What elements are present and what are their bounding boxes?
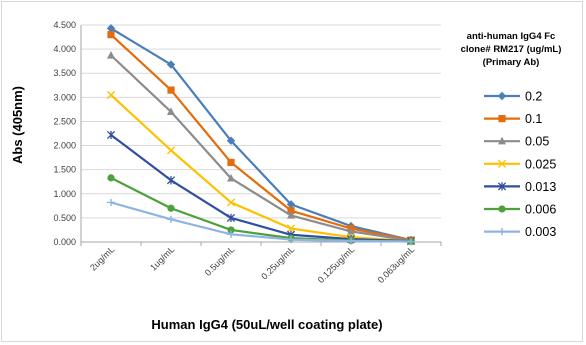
x-tick-label: 0.063ug/mL	[376, 244, 417, 285]
data-point	[346, 237, 356, 245]
legend-item: 0.2	[484, 90, 542, 104]
legend-label: 0.05	[525, 135, 549, 149]
legend-item: 0.006	[484, 203, 556, 217]
legend-item: 0.025	[484, 157, 556, 171]
series-0.013	[106, 130, 416, 246]
y-tick-label: 1.000	[53, 189, 76, 199]
series-line	[110, 33, 412, 242]
data-point	[106, 24, 116, 33]
y-tick-label: 2.000	[53, 141, 76, 151]
data-point	[166, 146, 176, 155]
data-point	[167, 204, 175, 212]
legend: anti-human IgG4 Fc clone# RM217 (ug/mL) …	[461, 31, 562, 239]
legend-label: 0.025	[525, 157, 556, 171]
y-axis-title: Abs (405nm)	[10, 86, 25, 164]
data-point	[287, 211, 295, 219]
data-point	[166, 176, 176, 185]
data-point	[107, 50, 115, 59]
data-point	[227, 173, 235, 182]
y-tick-label: 3.500	[53, 68, 76, 78]
legend-marker	[497, 159, 507, 168]
legend-item: 0.1	[484, 112, 542, 126]
data-point	[106, 198, 116, 207]
y-tick-label: 0.000	[53, 237, 76, 247]
legend-label: 0.2	[525, 90, 542, 104]
data-point	[287, 207, 295, 215]
data-point	[347, 226, 355, 235]
data-point	[106, 90, 116, 100]
x-tick-label: 1ug/mL	[148, 244, 176, 272]
legend-title-line-1: anti-human IgG4 Fc	[467, 31, 556, 42]
legend-label: 0.006	[525, 203, 556, 217]
y-tick-label: 4.000	[53, 44, 76, 54]
legend-marker	[498, 205, 506, 213]
y-tick-labels: 0.000 0.500 1.000 1.500 2.000 2.500 3.000 3.500…	[53, 20, 76, 247]
x-tick-label: 0.25ug/mL	[259, 244, 296, 281]
data-point	[107, 31, 115, 39]
legend-marker	[498, 136, 506, 145]
legend-marker	[497, 182, 507, 191]
x-tick-label: 2ug/mL	[88, 244, 116, 272]
data-point	[106, 130, 116, 140]
series-line	[110, 54, 412, 242]
series-line	[110, 27, 412, 242]
y-tick-label: 0.500	[53, 213, 76, 223]
series-0.003	[106, 198, 416, 246]
data-point	[286, 235, 296, 244]
y-tick-label: 2.500	[53, 116, 76, 126]
legend-label: 0.003	[525, 225, 556, 239]
data-point	[226, 213, 236, 222]
series-line	[110, 134, 412, 243]
x-axis-title: Human IgG4 (50uL/well coating plate)	[151, 317, 382, 332]
y-tick-label: 3.000	[53, 92, 76, 102]
x-tick-label: 0.125ug/mL	[316, 244, 357, 285]
legend-title-line-2: clone# RM217 (ug/mL)	[461, 44, 562, 55]
data-point	[167, 86, 175, 94]
data-point	[226, 136, 236, 145]
legend-item: 0.003	[484, 225, 556, 239]
legend-marker	[498, 115, 506, 123]
legend-item: 0.05	[484, 135, 549, 149]
x-tick-labels: 2ug/mL 1ug/mL 0.5ug/mL 0.25ug/mL 0.125ug/mL 0…	[88, 244, 416, 285]
data-point	[227, 158, 235, 167]
series-layer	[106, 24, 416, 246]
legend-label: 0.1	[525, 112, 542, 126]
series-line	[110, 94, 412, 243]
x-tick-label: 0.5ug/mL	[203, 244, 237, 278]
y-tick-label: 1.500	[53, 165, 76, 175]
data-point	[286, 200, 296, 209]
data-point	[166, 215, 176, 223]
legend-item: 0.013	[484, 180, 556, 194]
data-point	[227, 226, 235, 234]
series-0.1	[107, 31, 415, 244]
data-point	[226, 198, 236, 207]
data-point	[406, 237, 416, 246]
legend-marker	[497, 91, 507, 101]
series-line	[110, 201, 412, 243]
data-point	[286, 224, 296, 233]
data-point	[107, 174, 115, 182]
data-point	[167, 107, 175, 115]
data-point	[226, 230, 236, 238]
legend-title-line-3: (Primary Ab)	[483, 57, 540, 68]
legend-label: 0.013	[525, 180, 556, 194]
data-point	[166, 60, 176, 69]
y-tick-label: 4.500	[53, 20, 76, 30]
legend-marker	[497, 228, 507, 236]
